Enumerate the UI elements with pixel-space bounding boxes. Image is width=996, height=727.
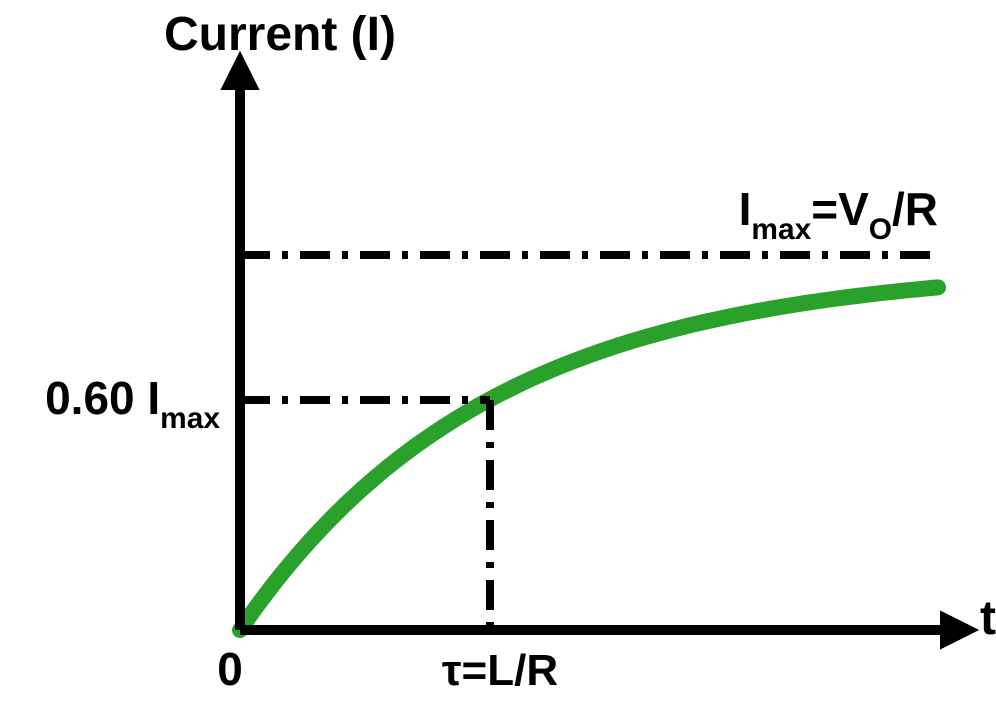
origin-label: 0: [217, 643, 243, 695]
chart-background: [0, 0, 996, 727]
tau-x-label: τ=L/R: [442, 646, 558, 695]
y-axis-title: Current (I): [164, 8, 396, 61]
x-axis-title: t: [980, 592, 996, 645]
rl-current-chart: Current (I) t 0 0.60 Imax τ=L/R Imax=VO/…: [0, 0, 996, 727]
